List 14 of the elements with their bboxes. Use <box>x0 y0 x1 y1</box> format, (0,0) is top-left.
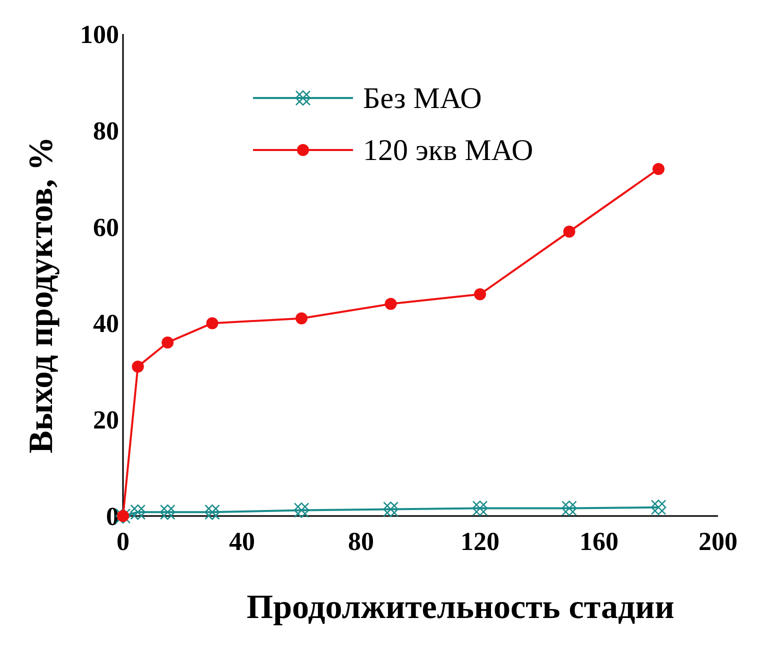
y-tick-label: 60 <box>93 212 119 242</box>
x-tick-label: 160 <box>580 527 618 556</box>
x-tick-label: 80 <box>348 527 374 556</box>
legend-label: 120 экв МАО <box>363 134 534 167</box>
x-axis-title: Продолжительность стадии <box>246 589 674 626</box>
y-tick-label: 100 <box>80 20 119 49</box>
x-tick-label: 40 <box>229 527 255 556</box>
y-tick-label: 20 <box>93 406 119 435</box>
x-tick-label: 120 <box>460 527 500 556</box>
legend-label: Без МАО <box>363 82 482 115</box>
y-axis-title: Выход продуктов, % <box>23 136 60 454</box>
x-tick-label: 200 <box>698 527 738 556</box>
y-tick-label: 80 <box>93 116 119 146</box>
y-tick-label: 40 <box>93 309 119 338</box>
